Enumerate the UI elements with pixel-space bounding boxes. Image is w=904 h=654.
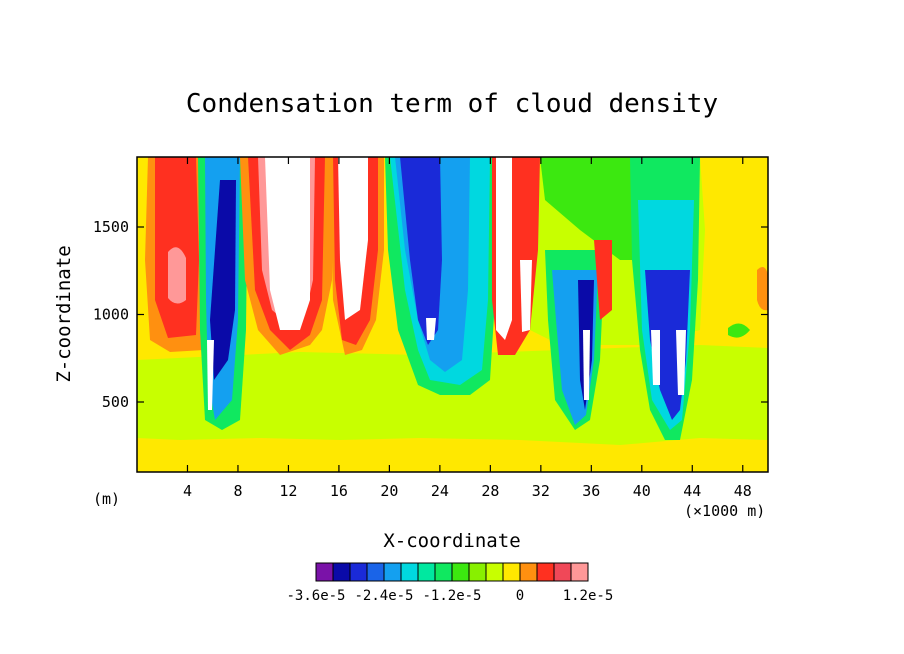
colorbar-swatch — [519, 562, 538, 582]
cell-x12-white — [265, 157, 310, 330]
colorbar-swatch — [315, 562, 334, 582]
x-axis-label: X-coordinate — [383, 530, 520, 552]
colorbar-swatch — [349, 562, 368, 582]
left-pink-spot — [168, 247, 186, 304]
cell-x29-white-right — [520, 260, 532, 332]
x-tick-label: 36 — [582, 482, 600, 500]
x-tick-label: 8 — [233, 482, 242, 500]
colorbar-swatch — [485, 562, 504, 582]
colorbar-swatch — [383, 562, 402, 582]
cell-x23-white — [426, 318, 436, 340]
chart-title: Condensation term of cloud density — [186, 89, 718, 119]
y-axis-ticks: 500 1000 1500 — [93, 218, 768, 411]
colorbar-swatch — [536, 562, 555, 582]
colorbar-tick-label: -2.4e-5 — [354, 588, 413, 604]
cell-x36-red — [594, 240, 612, 320]
x-tick-label: 4 — [183, 482, 192, 500]
colorbar-tick-label: -1.2e-5 — [422, 588, 481, 604]
y-tick-label: 1000 — [93, 306, 129, 324]
x-tick-label: 32 — [532, 482, 550, 500]
colorbar-swatch — [502, 562, 521, 582]
y-axis-label: Z-coordinate — [53, 245, 75, 382]
x-axis-ticks: 4 8 12 16 20 24 28 32 36 40 44 48 — [183, 157, 752, 500]
colorbar-swatch — [417, 562, 436, 582]
colorbar-tick-labels: -3.6e-5 -2.4e-5 -1.2e-5 0 1.2e-5 — [286, 588, 613, 604]
right-orange-edge — [757, 266, 768, 311]
cell-x43-white — [676, 330, 686, 395]
right-small-green-cell — [728, 323, 750, 338]
cell-x41-white — [651, 330, 660, 385]
colorbar-swatch — [332, 562, 351, 582]
cell-x29-white — [496, 157, 512, 340]
cell-x23-dark — [400, 157, 442, 345]
colorbar-swatch — [400, 562, 419, 582]
cell-x35-white — [583, 330, 590, 400]
x-tick-label: 28 — [481, 482, 499, 500]
colorbar-tick-label: 1.2e-5 — [563, 588, 614, 604]
cell-x17-white — [338, 157, 368, 320]
colorbar-swatch — [366, 562, 385, 582]
colorbar-tick-label: -3.6e-5 — [286, 588, 345, 604]
x-unit-right: (×1000 m) — [684, 502, 765, 520]
x-tick-label: 20 — [380, 482, 398, 500]
colorbar-tick-label: 0 — [516, 588, 524, 604]
x-tick-label: 24 — [431, 482, 449, 500]
colorbar — [315, 562, 589, 582]
colorbar-swatch — [553, 562, 572, 582]
colorbar-swatch — [451, 562, 470, 582]
x-tick-label: 44 — [683, 482, 701, 500]
colorbar-swatch — [570, 562, 589, 582]
x-tick-label: 16 — [330, 482, 348, 500]
x-tick-label: 48 — [734, 482, 752, 500]
x-tick-label: 12 — [279, 482, 297, 500]
contour-field — [137, 157, 768, 472]
x-unit-left: (m) — [93, 490, 120, 508]
cell-x6-white — [207, 340, 214, 410]
colorbar-swatch — [468, 562, 487, 582]
cell-x6-dark — [210, 180, 236, 380]
y-tick-label: 1500 — [93, 218, 129, 236]
x-tick-label: 40 — [633, 482, 651, 500]
colorbar-swatch — [434, 562, 453, 582]
y-tick-label: 500 — [102, 393, 129, 411]
